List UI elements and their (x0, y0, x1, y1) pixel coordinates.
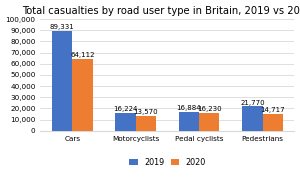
Bar (179, 112, 199, 131)
Legend: 2019, 2020: 2019, 2020 (126, 155, 208, 170)
Text: 21,770: 21,770 (240, 100, 265, 106)
Bar (52, 31, 72, 131)
Text: 64,112: 64,112 (70, 52, 95, 58)
Bar (242, 106, 262, 131)
Text: 16,230: 16,230 (197, 106, 222, 112)
Text: 13,570: 13,570 (134, 109, 158, 115)
Bar (199, 113, 220, 131)
Bar (72, 59, 93, 131)
Bar (116, 113, 136, 131)
Text: 14,717: 14,717 (260, 108, 285, 113)
Title: Total casualties by road user type in Britain, 2019 vs 2020: Total casualties by road user type in Br… (22, 6, 300, 16)
Text: 16,224: 16,224 (113, 106, 138, 112)
Bar (136, 116, 156, 131)
Text: 89,331: 89,331 (50, 24, 74, 30)
Text: 16,884: 16,884 (177, 105, 201, 111)
Bar (262, 114, 283, 131)
